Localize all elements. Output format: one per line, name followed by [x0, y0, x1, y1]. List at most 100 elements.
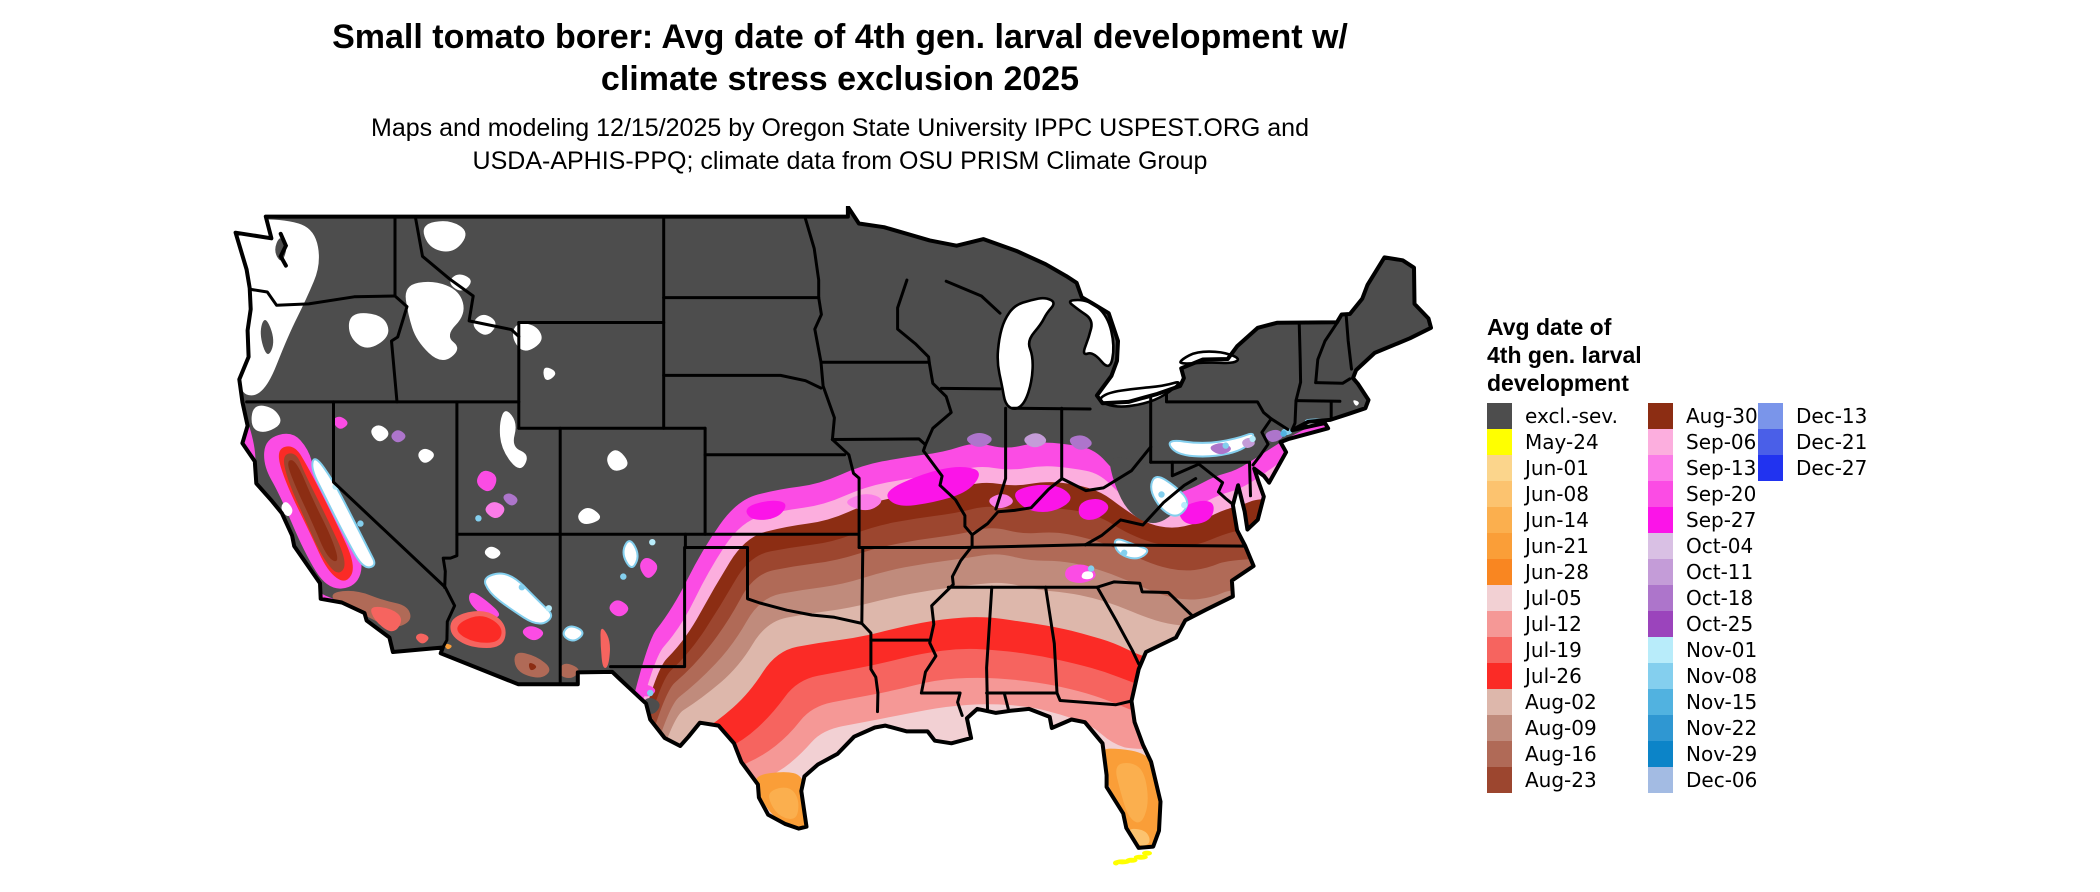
legend-color-swatch — [1648, 429, 1673, 455]
legend-title-line1: Avg date of — [1487, 314, 1612, 340]
legend-label: Jun-01 — [1525, 456, 1589, 480]
legend-color-swatch — [1648, 715, 1673, 741]
legend-item: Nov-01 — [1648, 637, 1758, 663]
legend-item: Nov-15 — [1648, 689, 1758, 715]
legend-item: Oct-18 — [1648, 585, 1758, 611]
legend-color-swatch — [1487, 767, 1512, 793]
legend-color-swatch — [1487, 481, 1512, 507]
legend-color-swatch — [1648, 559, 1673, 585]
legend-label: Aug-09 — [1525, 716, 1597, 740]
map-title-line1: Small tomato borer: Avg date of 4th gen.… — [332, 18, 1348, 56]
legend-item: Aug-09 — [1487, 715, 1618, 741]
legend-color-swatch — [1487, 715, 1512, 741]
legend-label: Nov-22 — [1686, 716, 1758, 740]
legend-color-swatch — [1758, 429, 1783, 455]
map-title-line2: climate stress exclusion 2025 — [600, 60, 1080, 98]
legend-color-swatch — [1487, 429, 1512, 455]
legend-label: Jul-26 — [1525, 664, 1582, 688]
legend-label: Aug-02 — [1525, 690, 1597, 714]
legend-color-swatch — [1487, 741, 1512, 767]
legend-item: Jul-19 — [1487, 637, 1618, 663]
legend-label: Aug-30 — [1686, 404, 1758, 428]
legend-color-swatch — [1758, 403, 1783, 429]
legend-item: Jun-14 — [1487, 507, 1618, 533]
legend-item: Sep-27 — [1648, 507, 1758, 533]
legend-item: Jun-08 — [1487, 481, 1618, 507]
legend-label: May-24 — [1525, 430, 1599, 454]
legend-item: Aug-16 — [1487, 741, 1618, 767]
legend-color-swatch — [1648, 585, 1673, 611]
legend-color-swatch — [1648, 533, 1673, 559]
legend-color-swatch — [1648, 455, 1673, 481]
legend-color-swatch — [1487, 611, 1512, 637]
legend-item: Jun-28 — [1487, 559, 1618, 585]
legend: Avg date of 4th gen. larval development … — [1487, 313, 2047, 793]
legend-label: Oct-25 — [1686, 612, 1754, 636]
legend-label: Jul-05 — [1525, 586, 1582, 610]
legend-color-swatch — [1487, 507, 1512, 533]
legend-item: Oct-11 — [1648, 559, 1758, 585]
legend-color-swatch — [1487, 689, 1512, 715]
legend-item: Sep-20 — [1648, 481, 1758, 507]
legend-color-swatch — [1648, 507, 1673, 533]
legend-color-swatch — [1487, 663, 1512, 689]
legend-item: Oct-04 — [1648, 533, 1758, 559]
legend-label: Jun-21 — [1525, 534, 1589, 558]
legend-item: Sep-06 — [1648, 429, 1758, 455]
legend-label: Nov-08 — [1686, 664, 1758, 688]
legend-item: Aug-23 — [1487, 767, 1618, 793]
legend-item: May-24 — [1487, 429, 1618, 455]
legend-item: Dec-27 — [1758, 455, 1867, 481]
legend-label: Sep-13 — [1686, 456, 1757, 480]
legend-color-swatch — [1487, 455, 1512, 481]
legend-label: Jun-08 — [1525, 482, 1589, 506]
legend-label: Nov-29 — [1686, 742, 1758, 766]
legend-label: excl.-sev. — [1525, 404, 1618, 428]
map-title: Small tomato borer: Avg date of 4th gen.… — [0, 16, 1680, 100]
legend-color-swatch — [1648, 663, 1673, 689]
map-subtitle-line2: USDA-APHIS-PPQ; climate data from OSU PR… — [472, 147, 1208, 175]
legend-label: Nov-15 — [1686, 690, 1758, 714]
map-subtitle-line1: Maps and modeling 12/15/2025 by Oregon S… — [371, 114, 1309, 142]
legend-color-swatch — [1487, 585, 1512, 611]
legend-item: Jun-21 — [1487, 533, 1618, 559]
legend-item: Dec-21 — [1758, 429, 1867, 455]
legend-color-swatch — [1487, 637, 1512, 663]
legend-item: Aug-30 — [1648, 403, 1758, 429]
legend-column-3: Dec-13 Dec-21 Dec-27 — [1758, 403, 1867, 481]
legend-color-swatch — [1487, 559, 1512, 585]
legend-item: Dec-06 — [1648, 767, 1758, 793]
legend-title-line3: development — [1487, 370, 1629, 396]
legend-label: Dec-06 — [1686, 768, 1758, 792]
legend-color-swatch — [1487, 403, 1512, 429]
legend-color-swatch — [1648, 403, 1673, 429]
legend-item: Jul-26 — [1487, 663, 1618, 689]
legend-label: Oct-11 — [1686, 560, 1754, 584]
legend-item: Nov-08 — [1648, 663, 1758, 689]
legend-label: Nov-01 — [1686, 638, 1758, 662]
legend-column-2: Aug-30 Sep-06 Sep-13 Sep-20 Sep-27 Oct-04 Oct-… — [1648, 403, 1758, 793]
legend-item: Jul-05 — [1487, 585, 1618, 611]
map-fill-layers — [235, 206, 1432, 848]
legend-item: Nov-29 — [1648, 741, 1758, 767]
legend-color-swatch — [1648, 689, 1673, 715]
legend-label: Oct-04 — [1686, 534, 1754, 558]
legend-label: Dec-13 — [1796, 404, 1868, 428]
legend-color-swatch — [1648, 741, 1673, 767]
legend-label: Sep-27 — [1686, 508, 1757, 532]
us-outline — [233, 206, 1433, 850]
legend-item: Jul-12 — [1487, 611, 1618, 637]
legend-label: Sep-20 — [1686, 482, 1757, 506]
legend-color-swatch — [1648, 611, 1673, 637]
legend-item: Aug-02 — [1487, 689, 1618, 715]
legend-item: Jun-01 — [1487, 455, 1618, 481]
map-subtitle: Maps and modeling 12/15/2025 by Oregon S… — [0, 112, 1680, 178]
legend-color-swatch — [1648, 481, 1673, 507]
legend-column-1: excl.-sev. May-24 Jun-01 Jun-08 Jun-14 Jun-21… — [1487, 403, 1618, 793]
legend-color-swatch — [1648, 637, 1673, 663]
legend-color-swatch — [1648, 767, 1673, 793]
florida-keys — [1113, 850, 1152, 866]
legend-item: excl.-sev. — [1487, 403, 1618, 429]
legend-title-line2: 4th gen. larval — [1487, 342, 1642, 368]
legend-color-swatch — [1758, 455, 1783, 481]
